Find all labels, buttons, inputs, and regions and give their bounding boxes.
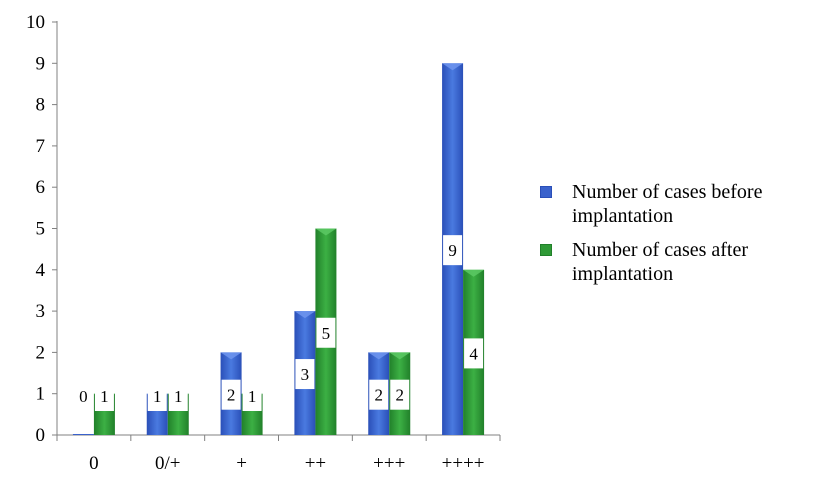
data-label: 2	[396, 386, 405, 405]
data-label: 2	[227, 386, 236, 405]
data-label: 3	[301, 365, 310, 384]
y-tick-label: 9	[36, 53, 46, 74]
legend-swatch-before	[540, 186, 552, 198]
bar-top-bevel	[368, 352, 390, 360]
x-tick-label: +++	[373, 453, 405, 474]
y-tick-label: 1	[36, 384, 46, 405]
data-label-box	[295, 359, 315, 390]
legend-item-before: Number of cases before implantation	[540, 180, 832, 228]
data-label-box	[168, 381, 188, 411]
data-label: 0	[79, 387, 88, 406]
legend-swatch-after	[540, 244, 552, 256]
bar-top-bevel	[294, 311, 316, 319]
data-label-box	[369, 379, 389, 410]
data-label-box	[464, 338, 484, 369]
y-tick-label: 6	[36, 177, 46, 198]
data-label: 1	[153, 387, 162, 406]
x-tick-label: +	[236, 453, 247, 474]
y-tick-label: 0	[36, 425, 46, 446]
x-tick-label: 0	[89, 453, 99, 474]
bar-top-bevel	[315, 228, 337, 236]
data-label-box	[390, 379, 410, 410]
data-label: 5	[322, 324, 331, 343]
legend-label-after: Number of cases after implantation	[572, 239, 749, 285]
y-tick-label: 4	[36, 260, 46, 281]
y-tick-label: 7	[36, 136, 46, 157]
x-tick-label: ++++	[442, 453, 485, 474]
data-label: 2	[375, 386, 384, 405]
y-tick-label: 3	[36, 301, 46, 322]
bar-top-bevel	[389, 352, 411, 360]
data-label: 1	[100, 387, 109, 406]
y-tick-label: 5	[36, 219, 46, 240]
legend: Number of cases before implantation Numb…	[540, 180, 832, 296]
data-label-box	[147, 381, 167, 411]
bar-top-bevel	[463, 269, 485, 277]
legend-label-before: Number of cases before implantation	[572, 181, 763, 227]
data-label-box	[73, 381, 93, 411]
y-tick-label: 8	[36, 95, 46, 116]
bar-top-bevel	[442, 63, 464, 71]
legend-item-after: Number of cases after implantation	[540, 238, 832, 286]
x-tick-label: 0/+	[155, 453, 181, 474]
data-label: 1	[248, 387, 257, 406]
data-label-box	[221, 379, 241, 410]
data-label: 1	[174, 387, 183, 406]
data-label-box	[242, 381, 262, 411]
data-label-box	[443, 235, 463, 266]
data-label-box	[316, 317, 336, 348]
bars	[72, 63, 485, 436]
bar-top-bevel	[220, 352, 242, 360]
data-label: 9	[448, 241, 457, 260]
x-tick-label: ++	[305, 453, 326, 474]
data-label: 4	[469, 344, 478, 363]
y-tick-label: 2	[36, 342, 46, 363]
y-tick-label: 10	[26, 12, 45, 33]
data-label-box	[94, 381, 114, 411]
